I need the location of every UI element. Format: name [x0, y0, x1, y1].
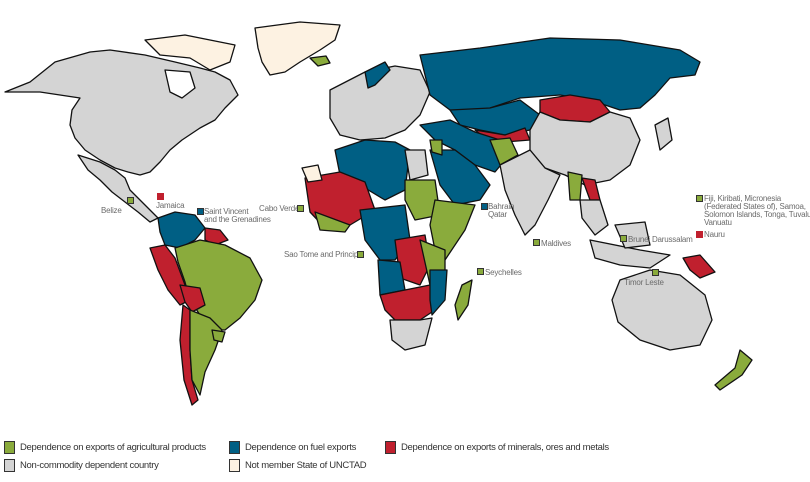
- fuel-swatch: [229, 441, 240, 454]
- sudan: [404, 179, 441, 221]
- pacific-label-2: (Federated States of), Samoa,: [704, 202, 806, 211]
- bahrain-label: Bahrain: [488, 202, 515, 211]
- nauru-marker: [696, 231, 703, 238]
- legend-label-minerals: Dependence on exports of minerals, ores …: [401, 442, 609, 453]
- saint-vincent-label-1: Saint Vincent: [204, 207, 249, 216]
- india: [499, 149, 561, 236]
- brunei-label: Brunei Darussalam: [628, 235, 693, 244]
- jamaica-label: Jamaica: [156, 201, 185, 210]
- madagascar: [454, 279, 473, 321]
- sao-tome-label: Sao Tome and Principe: [284, 250, 363, 259]
- western-sahara: [301, 164, 323, 183]
- legend-item-minerals: Dependence on exports of minerals, ores …: [385, 441, 609, 454]
- legend-label-non-member: Not member State of UNCTAD: [245, 460, 367, 471]
- maldives-label: Maldives: [541, 239, 571, 248]
- iceland: [309, 55, 331, 67]
- maldives-marker: [533, 239, 540, 246]
- cabo-verde-label: Cabo Verde: [259, 204, 300, 213]
- belize-label: Belize: [101, 206, 122, 215]
- cabo-verde-marker: [297, 205, 304, 212]
- venezuela-colombia: [157, 211, 206, 249]
- belize-marker: [127, 197, 134, 204]
- pacific-label-3: Solomon Islands, Tonga, Tuvalu,: [704, 210, 810, 219]
- map-legend: Dependence on exports of agricultural pr…: [0, 438, 810, 482]
- guianas: [204, 227, 229, 246]
- pacific-label-4: Vanuatu: [704, 218, 732, 227]
- legend-item-non-commodity: Non-commodity dependent country: [4, 459, 159, 472]
- syria: [429, 139, 443, 156]
- egypt: [404, 149, 429, 181]
- angola: [377, 259, 406, 296]
- saint-vincent-marker: [197, 208, 204, 215]
- seychelles-marker: [477, 268, 484, 275]
- australia: [611, 269, 713, 351]
- nauru-label: Nauru: [704, 230, 725, 239]
- minerals-swatch: [385, 441, 396, 454]
- jamaica-marker: [157, 193, 164, 200]
- seychelles-label: Seychelles: [485, 268, 522, 277]
- legend-label-agricultural: Dependence on exports of agricultural pr…: [20, 442, 206, 453]
- sao-tome-marker: [357, 251, 364, 258]
- timor-leste-marker: [652, 269, 659, 276]
- legend-item-fuel: Dependence on fuel exports: [229, 441, 356, 454]
- japan: [654, 117, 673, 151]
- norway: [364, 61, 391, 89]
- timor-leste-label: Timor Leste: [624, 278, 664, 287]
- south-africa: [389, 317, 433, 351]
- qatar-label: Qatar: [488, 210, 508, 219]
- europe: [329, 65, 431, 141]
- pacific-islands-marker: [696, 195, 703, 202]
- bahrain-qatar-marker: [481, 203, 488, 210]
- mozambique: [429, 269, 448, 316]
- legend-label-non-commodity: Non-commodity dependent country: [20, 460, 159, 471]
- thailand-vietnam: [579, 199, 609, 236]
- bolivia: [179, 284, 206, 313]
- legend-label-fuel: Dependence on fuel exports: [245, 442, 357, 453]
- legend-item-agricultural: Dependence on exports of agricultural pr…: [4, 441, 206, 454]
- indonesia: [589, 239, 671, 269]
- north-america: [4, 49, 239, 176]
- non-commodity-swatch: [4, 459, 15, 472]
- pacific-label-1: Fiji, Kiribati, Micronesia: [704, 194, 782, 203]
- papua-new-guinea: [682, 254, 716, 279]
- arctic-islands: [144, 34, 236, 71]
- greenland: [254, 21, 341, 76]
- world-map-svg: [4, 21, 753, 406]
- myanmar: [567, 171, 583, 201]
- coastal-west-africa: [314, 211, 351, 233]
- arabia: [429, 149, 491, 206]
- uruguay: [211, 329, 226, 343]
- legend-item-non-member: Not member State of UNCTAD: [229, 459, 367, 472]
- new-zealand: [714, 349, 753, 391]
- afghanistan: [489, 137, 519, 166]
- brunei-marker: [620, 235, 627, 242]
- non-member-swatch: [229, 459, 240, 472]
- agricultural-swatch: [4, 441, 15, 454]
- saint-vincent-label-2: and the Grenadines: [204, 215, 271, 224]
